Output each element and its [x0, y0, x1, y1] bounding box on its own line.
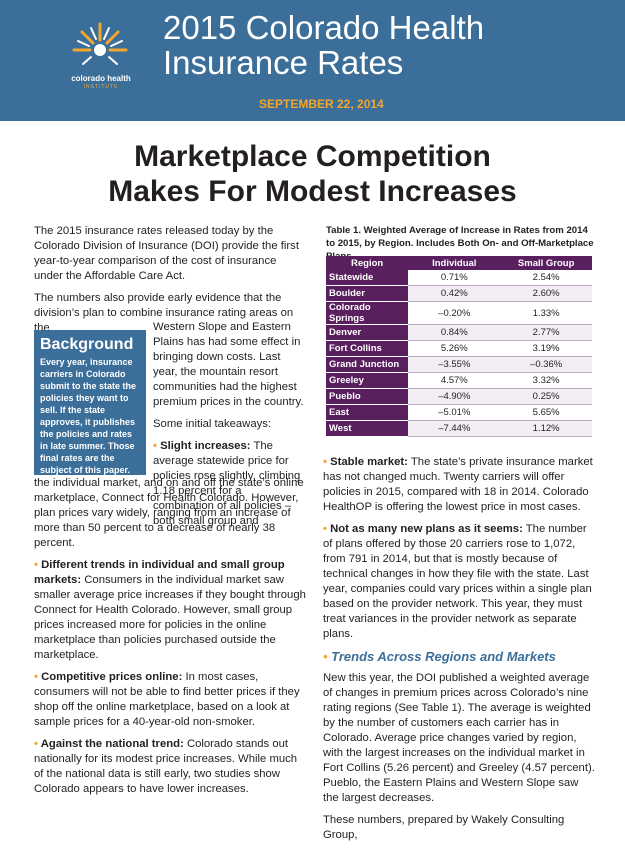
individual-cell: 0.42%	[408, 285, 501, 302]
region-cell: Grand Junction	[326, 356, 409, 373]
individual-cell: –0.20%	[408, 301, 501, 325]
report-title: 2015 Colorado Health Insurance Rates	[163, 10, 484, 80]
headline-line-2: Makes For Modest Increases	[108, 175, 517, 208]
left-column-continued: the individual market, and on and off th…	[34, 477, 306, 804]
table-row: Greeley 4.57% 3.32%	[326, 372, 592, 389]
individual-cell: 0.84%	[408, 324, 501, 341]
region-cell: West	[326, 420, 409, 437]
small-group-cell: 0.25%	[500, 388, 592, 405]
small-group-cell: 5.65%	[500, 404, 592, 421]
region-cell: Pueblo	[326, 388, 409, 405]
wrap-text: Western Slope and Eastern Plains has had…	[153, 320, 305, 536]
trends-paragraph-1: New this year, the DOI published a weigh…	[323, 672, 595, 804]
intro-paragraph-2: The numbers also provide early evidence …	[34, 292, 294, 334]
stable-market-item: • Stable market: The state’s private ins…	[323, 455, 595, 515]
region-cell: Greeley	[326, 372, 409, 389]
bullet-icon: •	[34, 738, 41, 750]
national-trend-text: Colorado stands out nationally for its m…	[34, 738, 298, 795]
table-row: East –5.01% 5.65%	[326, 404, 592, 421]
section-heading: • Trends Across Regions and Markets	[323, 649, 595, 664]
bullet-icon: •	[34, 559, 42, 571]
individual-cell: 0.71%	[408, 270, 501, 286]
region-cell: Boulder	[326, 285, 409, 302]
not-many-plans-label: Not as many new plans as it seems:	[330, 523, 523, 535]
different-trends-label: Different trends in individual and small…	[34, 559, 285, 586]
small-group-cell: 1.12%	[500, 420, 592, 437]
table-row: Denver 0.84% 2.77%	[326, 324, 592, 341]
not-many-plans-item: • Not as many new plans as it seems: The…	[323, 522, 595, 642]
individual-cell: 4.57%	[408, 372, 501, 389]
small-group-cell: 3.32%	[500, 372, 592, 389]
individual-cell: –4.90%	[408, 388, 501, 405]
background-box: Background Every year, insurance carrier…	[34, 330, 146, 475]
wrap-paragraph-1: Western Slope and Eastern Plains has had…	[153, 321, 304, 408]
region-cell: Fort Collins	[326, 340, 409, 357]
headline: Marketplace Competition Makes For Modest…	[0, 139, 625, 209]
rates-table: Region Individual Small Group Statewide 0…	[326, 256, 592, 437]
small-group-cell: 2.54%	[500, 270, 592, 286]
not-many-plans-text: The number of plans offered by those 20 …	[323, 523, 592, 640]
table-row: Boulder 0.42% 2.60%	[326, 285, 592, 302]
slight-increases-text: The average statewide price for policies…	[153, 440, 301, 527]
sunburst-logo-icon	[72, 22, 128, 65]
region-cell: Colorado Springs	[326, 301, 409, 325]
table-header-region: Region	[326, 256, 409, 270]
stable-market-label: Stable market:	[330, 456, 408, 468]
stable-market-text: The state’s private insurance market has…	[323, 456, 593, 513]
bullet-icon: •	[34, 671, 42, 683]
headline-line-1: Marketplace Competition	[134, 140, 491, 173]
slight-increases-continued: the individual market, and on and off th…	[34, 477, 304, 549]
section-heading-text: Trends Across Regions and Markets	[331, 649, 556, 664]
table-header-row: Region Individual Small Group	[326, 256, 592, 270]
logo-name: colorado health	[71, 74, 131, 83]
table-row: Fort Collins 5.26% 3.19%	[326, 340, 592, 357]
individual-cell: –3.55%	[408, 356, 501, 373]
table-row: Statewide 0.71% 2.54%	[326, 270, 592, 286]
background-text: Every year, insurance carriers in Colora…	[40, 357, 137, 475]
intro-paragraph-1: The 2015 insurance rates released today …	[34, 225, 299, 282]
small-group-cell: 2.77%	[500, 324, 592, 341]
region-cell: Denver	[326, 324, 409, 341]
small-group-cell: 2.60%	[500, 285, 592, 302]
individual-cell: –5.01%	[408, 404, 501, 421]
title-line-1: 2015 Colorado Health	[163, 9, 485, 46]
bullet-icon: •	[153, 440, 161, 452]
slight-increases-item: • Slight increases: The average statewid…	[153, 439, 305, 529]
bullet-icon: •	[323, 456, 331, 468]
different-trends-text: Consumers in the individual market saw s…	[34, 574, 306, 661]
region-cell: Statewide	[326, 270, 409, 286]
individual-cell: 5.26%	[408, 340, 501, 357]
logo-subtitle: INSTITUTE	[83, 84, 119, 90]
national-trend-label: Against the national trend:	[40, 738, 184, 750]
small-group-cell: –0.36%	[500, 356, 592, 373]
table-row: Pueblo –4.90% 0.25%	[326, 388, 592, 405]
competitive-prices-label: Competitive prices online:	[41, 671, 183, 683]
small-group-cell: 3.19%	[500, 340, 592, 357]
slight-increases-label: Slight increases:	[160, 440, 251, 452]
takeaways-intro: Some initial takeaways:	[153, 418, 272, 430]
table-row: West –7.44% 1.12%	[326, 420, 592, 437]
competitive-prices-item: • Competitive prices online: In most cas…	[34, 670, 306, 730]
table-header-individual: Individual	[408, 256, 501, 270]
different-trends-item: • Different trends in individual and sma…	[34, 558, 306, 663]
header-banner: colorado health INSTITUTE 2015 Colorado …	[0, 0, 625, 121]
trends-paragraph-2: These numbers, prepared by Wakely Consul…	[323, 814, 565, 841]
table-header-small-group: Small Group	[500, 256, 592, 270]
intro-text: The 2015 insurance rates released today …	[34, 224, 304, 343]
national-trend-item: • Against the national trend: Colorado s…	[34, 737, 306, 797]
bullet-icon: •	[323, 523, 331, 535]
bullet-icon: •	[323, 649, 332, 664]
background-title: Background	[40, 336, 134, 353]
table-row: Grand Junction –3.55% –0.36%	[326, 356, 592, 373]
title-line-2: Insurance Rates	[163, 44, 404, 81]
region-cell: East	[326, 404, 409, 421]
small-group-cell: 1.33%	[500, 301, 592, 325]
table-row: Colorado Springs –0.20% 1.33%	[326, 301, 592, 325]
competitive-prices-text: In most cases, consumers will not be abl…	[34, 671, 300, 728]
logo-text: colorado health INSTITUTE	[56, 74, 146, 92]
report-date: SEPTEMBER 22, 2014	[259, 97, 384, 111]
right-column: • Stable market: The state’s private ins…	[323, 455, 595, 850]
individual-cell: –7.44%	[408, 420, 501, 437]
